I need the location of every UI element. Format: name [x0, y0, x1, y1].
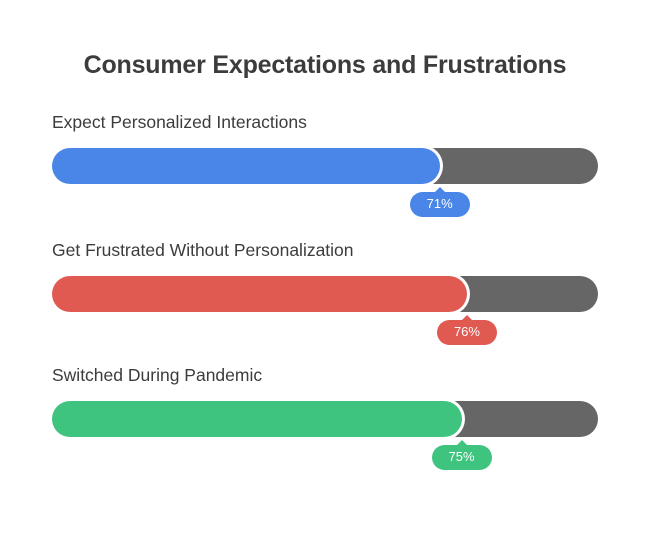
badge-label: 71% [426, 196, 453, 211]
bar-group: Expect Personalized Interactions 71% [52, 112, 598, 218]
progress-fill [52, 276, 467, 312]
bar-label: Expect Personalized Interactions [52, 112, 307, 132]
badge-pointer-icon [455, 440, 468, 446]
status-badge: 75% [431, 440, 492, 471]
progress-fill [52, 401, 462, 437]
progress-track: 71% [52, 148, 598, 218]
status-badge: 71% [409, 187, 470, 218]
bar-label: Get Frustrated Without Personalization [52, 240, 354, 260]
progress-track: 76% [52, 276, 598, 346]
value-badge-wrapper: 76% [436, 315, 497, 346]
status-badge: 76% [436, 315, 497, 346]
badge-label: 75% [448, 449, 475, 464]
page-title: Consumer Expectations and Frustrations [83, 51, 567, 79]
badge-label: 76% [453, 324, 480, 339]
progress-fill [52, 148, 440, 184]
value-badge-wrapper: 71% [409, 187, 470, 218]
value-badge-wrapper: 75% [431, 440, 492, 471]
bar-group: Switched During Pandemic 75% [52, 365, 598, 471]
bar-group: Get Frustrated Without Personalization 7… [52, 240, 598, 346]
badge-pointer-icon [460, 315, 473, 321]
progress-track: 75% [52, 401, 598, 471]
bar-label: Switched During Pandemic [52, 365, 263, 385]
badge-pointer-icon [433, 187, 446, 193]
